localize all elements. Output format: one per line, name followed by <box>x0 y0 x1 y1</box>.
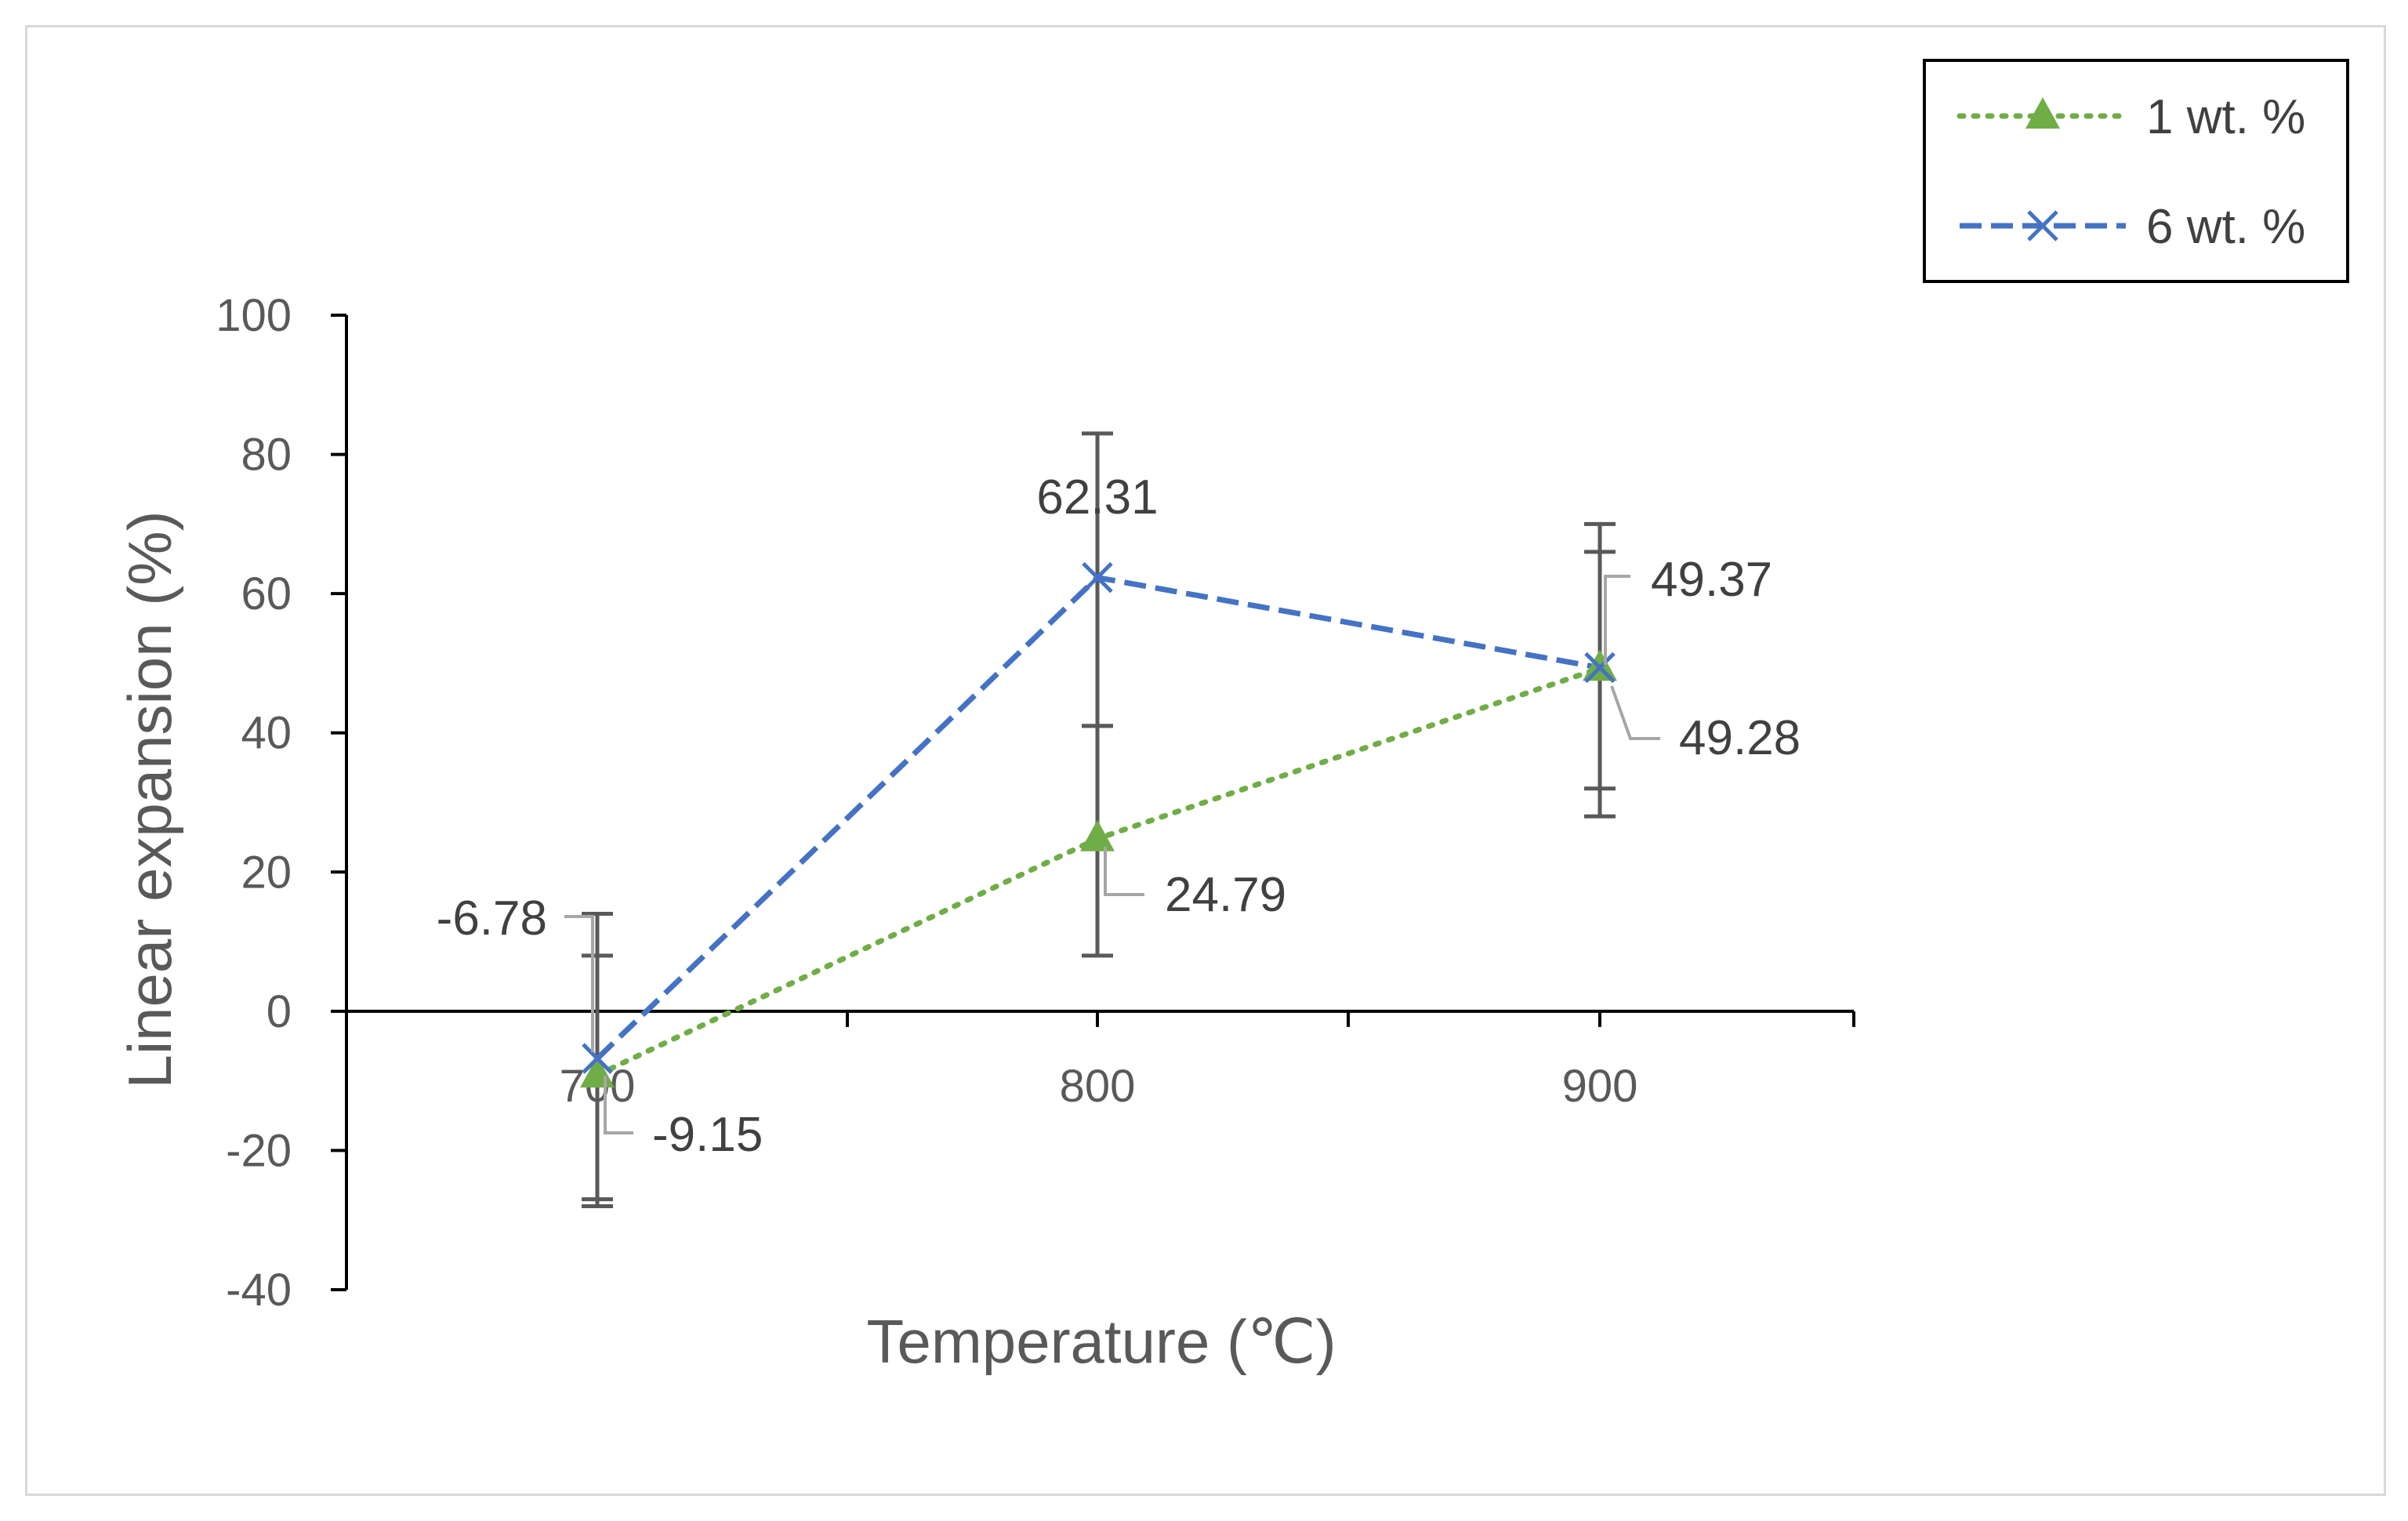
label-leader-line <box>1610 685 1660 740</box>
data-label: 62.31 <box>1036 470 1158 525</box>
data-point <box>582 1043 613 1074</box>
label-leader-line <box>564 915 594 1052</box>
data-label: -6.78 <box>437 891 547 946</box>
data-point-stroke <box>582 1043 613 1074</box>
data-point <box>1080 819 1115 851</box>
data-label: 49.37 <box>1651 553 1772 607</box>
x-tick-label: 800 <box>1060 1061 1136 1112</box>
label-leader-line <box>1104 847 1144 896</box>
y-tick-label: 0 <box>267 986 292 1037</box>
y-tick-label: 40 <box>241 708 292 759</box>
x-tick-label: 900 <box>1562 1061 1638 1112</box>
legend-marker <box>2025 97 2060 129</box>
data-point-stroke <box>1584 652 1616 684</box>
data-labels: -9.15 24.79 49.28 -6.78 62.31 49.37 <box>437 470 1801 1162</box>
x-axis-title: Temperature (℃) <box>866 1307 1336 1376</box>
y-tick-label: 20 <box>241 847 292 898</box>
data-point <box>1082 561 1113 594</box>
legend-box <box>1923 59 2349 283</box>
legend: 1 wt. % 6 wt. % <box>1923 59 2349 283</box>
label-leader-line <box>1604 575 1630 665</box>
legend-label: 1 wt. % <box>2146 90 2305 144</box>
y-tick-label: -40 <box>226 1265 292 1316</box>
legend-marker-stroke <box>2027 210 2058 241</box>
data-label: 24.79 <box>1165 868 1286 922</box>
data-label: 49.28 <box>1679 711 1801 765</box>
y-tick-label: -20 <box>226 1125 292 1176</box>
data-point-stroke <box>1082 561 1113 594</box>
label-leader-line <box>604 1076 633 1134</box>
data-point <box>1584 652 1616 684</box>
axes: -40-20020406080100700800900 <box>216 290 1855 1316</box>
y-tick-label: 60 <box>241 568 292 619</box>
series-markers <box>580 561 1617 1088</box>
legend-label: 6 wt. % <box>2146 200 2305 254</box>
y-axis-title: Linear expansion (%) <box>115 510 184 1088</box>
y-tick-label: 100 <box>216 290 292 341</box>
data-label: -9.15 <box>652 1108 763 1162</box>
y-tick-label: 80 <box>241 430 292 481</box>
legend-marker <box>2027 210 2058 241</box>
